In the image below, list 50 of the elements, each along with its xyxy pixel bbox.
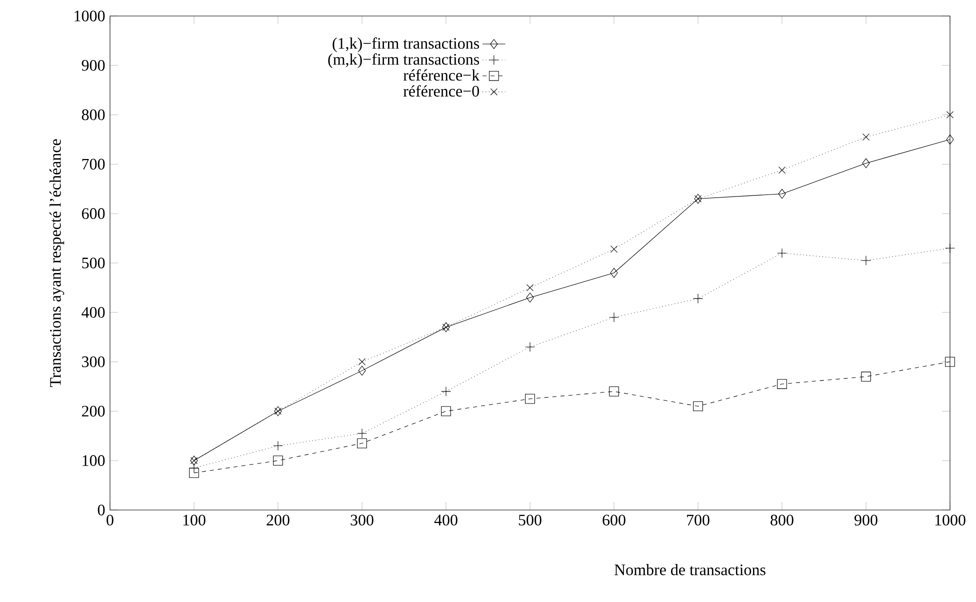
y-tick-label: 900 (82, 60, 105, 71)
y-tick-label: 800 (82, 109, 105, 120)
x-tick-label: 800 (770, 514, 794, 526)
y-tick-label: 400 (82, 306, 105, 318)
point (861, 372, 871, 382)
point (945, 356, 955, 367)
point (610, 246, 618, 253)
legend-label: référence−k (403, 69, 480, 81)
x-tick-label: 400 (434, 514, 458, 526)
point (862, 133, 870, 141)
point (609, 386, 619, 396)
y-axis-title: Transactions ayant respecté l’échéance (50, 139, 64, 388)
point (525, 394, 535, 404)
point (358, 366, 366, 376)
x-tick-label: 900 (854, 514, 878, 526)
x-tick-label: 1000 (935, 514, 966, 526)
y-tick-label: 600 (82, 208, 105, 219)
point (189, 468, 199, 478)
legend-label: référence−0 (403, 85, 479, 97)
x-tick-label: 500 (518, 514, 542, 526)
point (778, 166, 786, 174)
y-tick-label: 700 (82, 158, 105, 170)
y-tick-label: 0 (98, 504, 105, 516)
y-tick-label: 200 (82, 406, 105, 417)
point (778, 188, 786, 199)
x-tick-label: 600 (602, 514, 626, 526)
x-tick-label: 300 (350, 514, 374, 526)
point (946, 134, 954, 144)
point (526, 292, 534, 303)
point (777, 379, 787, 389)
y-tick-label: 100 (82, 455, 105, 466)
y-tick-label: 300 (82, 356, 105, 368)
point (357, 438, 367, 448)
x-axis-title: Nombre de transactions (614, 564, 766, 576)
x-tick-label: 700 (687, 514, 710, 526)
point (693, 401, 703, 412)
y-tick-label: 500 (82, 258, 105, 268)
point (358, 358, 366, 366)
point (441, 406, 451, 416)
x-tick-label: 100 (183, 514, 206, 526)
point (610, 268, 618, 278)
point (273, 456, 283, 466)
point (526, 284, 534, 292)
x-tick-label: 200 (266, 514, 290, 526)
legend-label: (m,k)−firm transactions (328, 53, 480, 68)
point (946, 111, 954, 118)
legend-label: (1,k)−firm transactions (332, 37, 480, 52)
x-tick-label: 0 (106, 514, 114, 526)
y-tick-label: 1000 (74, 10, 105, 22)
point (862, 158, 870, 168)
